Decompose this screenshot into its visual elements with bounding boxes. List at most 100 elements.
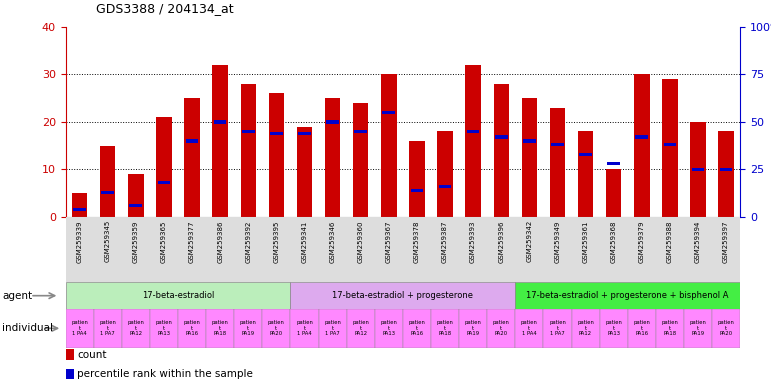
Bar — [439, 185, 451, 188]
Bar — [234, 309, 262, 348]
Bar — [608, 162, 620, 166]
Bar — [381, 74, 396, 217]
Text: patien
t
PA20: patien t PA20 — [718, 320, 735, 336]
Text: patien
t
PA18: patien t PA18 — [662, 320, 678, 336]
Bar — [184, 98, 200, 217]
Bar — [720, 168, 732, 171]
Text: GSM259345: GSM259345 — [105, 220, 111, 263]
Bar — [353, 103, 369, 217]
Bar — [550, 108, 565, 217]
Text: patien
t
PA19: patien t PA19 — [689, 320, 706, 336]
Bar — [262, 309, 291, 348]
Text: GSM259388: GSM259388 — [667, 220, 673, 263]
Bar — [579, 152, 592, 156]
Bar — [466, 130, 480, 133]
Bar — [495, 136, 507, 139]
Bar — [291, 282, 515, 309]
Bar — [411, 189, 423, 192]
Bar — [487, 309, 515, 348]
Bar — [692, 168, 705, 171]
Text: 17-beta-estradiol + progesterone: 17-beta-estradiol + progesterone — [332, 291, 473, 300]
Text: patien
t
PA16: patien t PA16 — [183, 320, 200, 336]
Text: GSM259359: GSM259359 — [133, 220, 139, 263]
Bar — [72, 193, 87, 217]
Bar — [712, 309, 740, 348]
Text: patien
t
1 PA7: patien t 1 PA7 — [324, 320, 341, 336]
Text: GSM259367: GSM259367 — [386, 220, 392, 263]
Bar — [402, 309, 431, 348]
Bar — [130, 204, 142, 207]
Text: patien
t
PA20: patien t PA20 — [493, 320, 510, 336]
Text: patien
t
PA19: patien t PA19 — [465, 320, 482, 336]
Bar — [409, 141, 425, 217]
Bar — [577, 131, 594, 217]
Bar — [515, 282, 740, 309]
Text: patien
t
PA12: patien t PA12 — [577, 320, 594, 336]
Text: GSM259377: GSM259377 — [189, 220, 195, 263]
Text: patien
t
PA13: patien t PA13 — [605, 320, 622, 336]
Bar — [634, 74, 649, 217]
Text: patien
t
PA18: patien t PA18 — [436, 320, 453, 336]
Text: GSM259368: GSM259368 — [611, 220, 617, 263]
Bar — [571, 309, 600, 348]
Text: patien
t
PA19: patien t PA19 — [240, 320, 257, 336]
Bar — [66, 369, 74, 379]
Bar — [431, 309, 459, 348]
Text: individual: individual — [2, 323, 53, 333]
Bar — [690, 122, 705, 217]
Text: GSM259360: GSM259360 — [358, 220, 364, 263]
Bar — [628, 309, 656, 348]
Text: GSM259341: GSM259341 — [301, 220, 308, 263]
Bar — [268, 93, 284, 217]
Bar — [635, 136, 648, 139]
Text: 17-beta-estradiol + progesterone + bisphenol A: 17-beta-estradiol + progesterone + bisph… — [527, 291, 729, 300]
Bar — [600, 309, 628, 348]
Bar — [93, 309, 122, 348]
Text: GSM259395: GSM259395 — [274, 220, 279, 263]
Bar — [551, 143, 564, 146]
Bar — [662, 79, 678, 217]
Bar — [73, 208, 86, 211]
Bar — [242, 130, 254, 133]
Bar — [206, 309, 234, 348]
Text: patien
t
1 PA4: patien t 1 PA4 — [71, 320, 88, 336]
Text: patien
t
PA20: patien t PA20 — [268, 320, 284, 336]
Bar — [606, 169, 621, 217]
Bar — [355, 130, 367, 133]
Text: patien
t
PA16: patien t PA16 — [409, 320, 426, 336]
Text: GSM259361: GSM259361 — [583, 220, 588, 263]
Bar — [214, 120, 227, 124]
Bar — [466, 65, 481, 217]
Bar — [684, 309, 712, 348]
Text: patien
t
1 PA7: patien t 1 PA7 — [549, 320, 566, 336]
Text: 17-beta-estradiol: 17-beta-estradiol — [142, 291, 214, 300]
Text: patien
t
PA18: patien t PA18 — [212, 320, 228, 336]
Text: count: count — [77, 350, 106, 360]
Text: patien
t
PA13: patien t PA13 — [156, 320, 173, 336]
Bar — [326, 120, 339, 124]
Bar — [122, 309, 150, 348]
Bar — [128, 174, 143, 217]
Text: GSM259397: GSM259397 — [723, 220, 729, 263]
Text: GSM259346: GSM259346 — [329, 220, 335, 263]
Bar — [523, 139, 536, 142]
Text: GSM259349: GSM259349 — [554, 220, 561, 263]
Bar — [100, 146, 116, 217]
Text: patien
t
1 PA4: patien t 1 PA4 — [521, 320, 538, 336]
Bar — [382, 111, 395, 114]
Bar — [719, 131, 734, 217]
Bar — [664, 143, 676, 146]
Text: GSM259392: GSM259392 — [245, 220, 251, 263]
Bar — [186, 139, 198, 142]
Bar — [656, 309, 684, 348]
Bar — [241, 84, 256, 217]
Text: GSM259379: GSM259379 — [639, 220, 645, 263]
Bar — [157, 117, 172, 217]
Bar — [66, 309, 93, 348]
Text: patien
t
PA16: patien t PA16 — [633, 320, 650, 336]
Text: GSM259386: GSM259386 — [217, 220, 223, 263]
Text: GSM259339: GSM259339 — [76, 220, 82, 263]
Bar — [157, 181, 170, 184]
Bar — [515, 309, 544, 348]
Bar — [325, 98, 340, 217]
